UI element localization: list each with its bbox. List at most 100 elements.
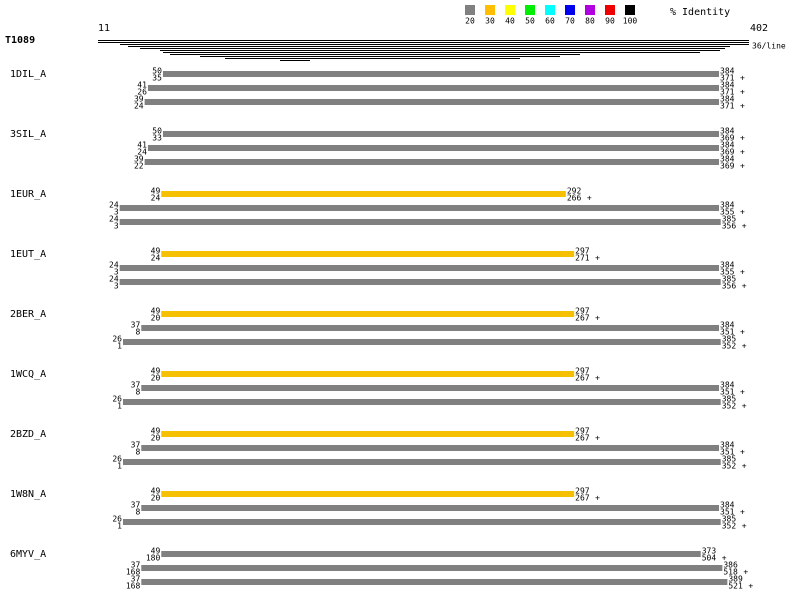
legend-swatch <box>505 5 515 15</box>
subject-start: 1 <box>117 342 122 351</box>
strand: + <box>595 314 600 323</box>
strand: + <box>740 102 745 111</box>
template-name: 1WCQ_A <box>10 369 46 380</box>
subject-start: 1 <box>117 522 122 531</box>
hit-bar <box>161 551 701 557</box>
hit-bar <box>144 159 720 165</box>
subject-start: 24 <box>151 194 161 203</box>
query-end: 384 <box>720 81 735 90</box>
subject-end: 369 <box>720 148 735 157</box>
legend-swatch <box>585 5 595 15</box>
query-start: 50 <box>152 127 162 136</box>
subject-end: 267 <box>575 494 590 503</box>
hit-bar <box>141 325 720 331</box>
subject-start: 24 <box>151 254 161 263</box>
subject-start: 8 <box>135 328 140 337</box>
subject-start: 33 <box>152 134 162 143</box>
subject-end: 371 <box>720 88 735 97</box>
subject-start: 168 <box>126 582 141 591</box>
subject-end: 271 <box>575 254 590 263</box>
strand: + <box>740 508 745 517</box>
strand: + <box>743 568 748 577</box>
hit-bar <box>141 565 723 571</box>
query-end: 297 <box>575 247 590 256</box>
legend-label: 40 <box>505 17 515 26</box>
strand: + <box>742 222 747 231</box>
subject-start: 8 <box>135 388 140 397</box>
query-end: 385 <box>722 275 737 284</box>
subject-start: 8 <box>135 448 140 457</box>
subject-end: 355 <box>720 208 735 217</box>
strand: + <box>742 402 747 411</box>
subject-start: 3 <box>114 208 119 217</box>
query-start: 26 <box>112 515 122 524</box>
subject-end: 518 <box>723 568 738 577</box>
subject-start: 168 <box>126 568 141 577</box>
subject-end: 266 <box>567 194 582 203</box>
query-end: 384 <box>720 261 735 270</box>
hit-bar <box>122 519 721 525</box>
range-end: 402 <box>750 23 768 34</box>
template-name: 3SIL_A <box>10 129 46 140</box>
subject-end: 267 <box>575 374 590 383</box>
query-start: 49 <box>151 427 161 436</box>
hit-bar <box>119 265 720 271</box>
per-line: 36/line <box>752 42 786 51</box>
query-end: 386 <box>723 561 738 570</box>
query-start: 26 <box>112 335 122 344</box>
strand: + <box>595 434 600 443</box>
hit-bar <box>147 85 720 91</box>
hit-bar <box>161 311 575 317</box>
strand: + <box>740 88 745 97</box>
hit-bar <box>161 191 566 197</box>
hit-bar <box>144 99 720 105</box>
subject-end: 352 <box>722 522 737 531</box>
subject-end: 352 <box>722 402 737 411</box>
query-start: 24 <box>109 261 119 270</box>
subject-end: 504 <box>702 554 717 563</box>
query-end: 385 <box>722 515 737 524</box>
subject-end: 371 <box>720 74 735 83</box>
subject-start: 24 <box>134 102 144 111</box>
query-end: 292 <box>567 187 582 196</box>
hit-bar <box>141 445 720 451</box>
query-end: 384 <box>720 95 735 104</box>
query-start: 49 <box>151 367 161 376</box>
hit-bar <box>119 279 721 285</box>
query-start: 37 <box>131 441 141 450</box>
strand: + <box>740 388 745 397</box>
strand: + <box>748 582 753 591</box>
legend-title: % Identity <box>670 7 730 18</box>
subject-end: 356 <box>722 282 737 291</box>
query-start: 49 <box>151 187 161 196</box>
query-start: 49 <box>151 247 161 256</box>
strand: + <box>740 328 745 337</box>
subject-start: 35 <box>152 74 162 83</box>
strand: + <box>722 554 727 563</box>
legend-label: 20 <box>465 17 475 26</box>
subject-start: 20 <box>151 314 161 323</box>
hit-bar <box>161 371 575 377</box>
template-name: 6MYV_A <box>10 549 46 560</box>
strand: + <box>742 282 747 291</box>
template-name: 1EUT_A <box>10 249 46 260</box>
strand: + <box>740 208 745 217</box>
subject-start: 1 <box>117 402 122 411</box>
query-end: 384 <box>720 381 735 390</box>
legend-label: 60 <box>545 17 555 26</box>
hit-bar <box>162 131 720 137</box>
legend-label: 50 <box>525 17 535 26</box>
template-name: 1DIL_A <box>10 69 46 80</box>
strand: + <box>595 494 600 503</box>
subject-start: 8 <box>135 508 140 517</box>
template-name: 2BER_A <box>10 309 46 320</box>
query-end: 384 <box>720 321 735 330</box>
query-end: 297 <box>575 487 590 496</box>
query-end: 373 <box>702 547 717 556</box>
legend-label: 80 <box>585 17 595 26</box>
hit-bar <box>162 71 720 77</box>
query-end: 385 <box>722 395 737 404</box>
range-start: 11 <box>98 23 110 34</box>
subject-end: 355 <box>720 268 735 277</box>
strand: + <box>740 74 745 83</box>
